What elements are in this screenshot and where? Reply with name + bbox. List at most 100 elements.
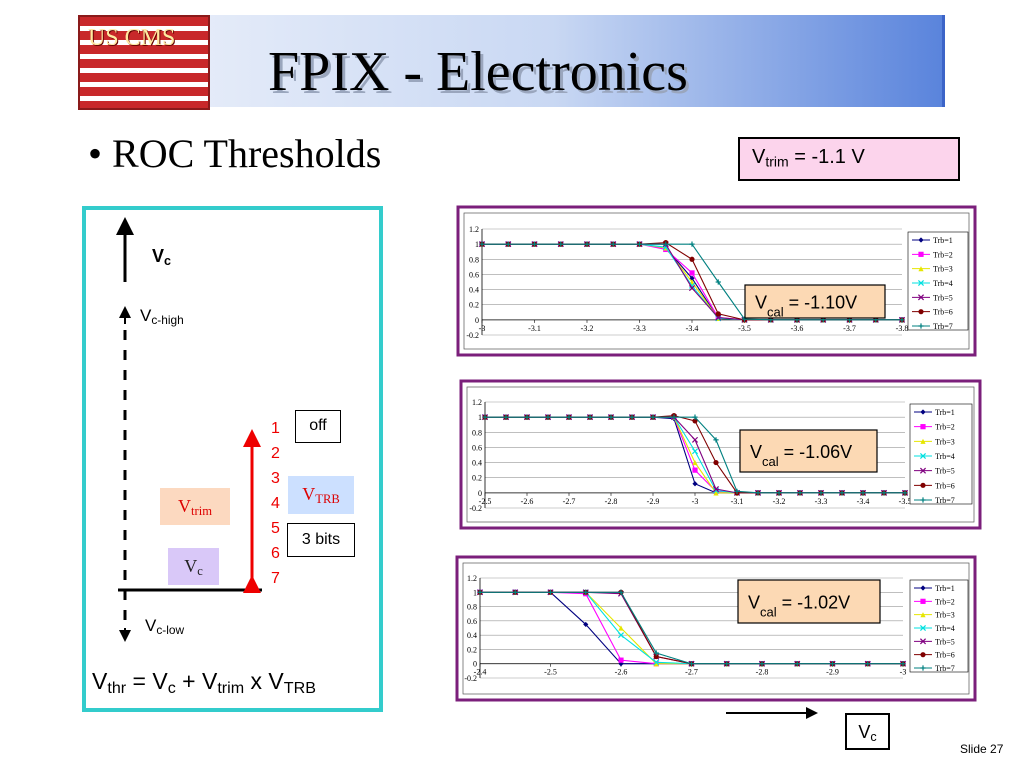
marker bbox=[734, 488, 740, 494]
marker bbox=[688, 282, 696, 289]
t: c-low bbox=[156, 622, 185, 637]
legend-label: Trb=3 bbox=[935, 611, 955, 620]
num: 5 bbox=[271, 520, 280, 537]
marker bbox=[545, 414, 551, 420]
y-tick-label: 1 bbox=[473, 588, 477, 597]
marker bbox=[610, 241, 616, 247]
annotation-sub: cal bbox=[767, 304, 784, 319]
marker bbox=[689, 241, 695, 247]
vc-axis-box: Vc bbox=[845, 713, 890, 750]
x-tick-label: -3.5 bbox=[738, 324, 751, 333]
legend-label: Trb=2 bbox=[935, 597, 955, 606]
x-tick-label: -2.8 bbox=[756, 668, 769, 677]
legend-label: Trb=6 bbox=[935, 651, 955, 660]
y-tick-label: 0.2 bbox=[469, 301, 479, 310]
vtrim-sub: trim bbox=[765, 153, 789, 170]
annotation-rest: = -1.02V bbox=[777, 593, 851, 613]
vtrim-label: Vtrim bbox=[160, 488, 230, 525]
annotation: Vcal = -1.02V bbox=[748, 593, 850, 620]
marker bbox=[755, 490, 761, 496]
t: V bbox=[858, 722, 871, 742]
slide-label: Slide bbox=[960, 742, 987, 756]
marker bbox=[920, 585, 926, 591]
num: 2 bbox=[271, 445, 280, 462]
t: TRB bbox=[283, 679, 316, 698]
off-box: off bbox=[295, 410, 341, 443]
marker bbox=[671, 414, 677, 420]
t: = V bbox=[126, 668, 168, 694]
marker bbox=[688, 661, 695, 667]
annotation-rest: = -1.10V bbox=[784, 293, 858, 313]
marker bbox=[636, 241, 643, 247]
legend-label: Trb=2 bbox=[933, 250, 953, 259]
y-tick-label: 0.6 bbox=[472, 443, 482, 452]
annotation-base: V bbox=[750, 442, 762, 462]
legend-label: Trb=2 bbox=[935, 423, 955, 432]
num: 3 bbox=[271, 470, 280, 487]
legend-label: Trb=6 bbox=[933, 308, 953, 317]
vc-top: Vc bbox=[152, 246, 171, 268]
marker bbox=[920, 409, 926, 415]
marker bbox=[797, 490, 803, 496]
x-tick-label: -3 bbox=[900, 668, 907, 677]
marker bbox=[715, 314, 722, 321]
marker bbox=[689, 256, 695, 262]
y-tick-label: 1 bbox=[478, 413, 482, 422]
t: V bbox=[145, 616, 157, 635]
vtrim-box: Vtrim = -1.1 V bbox=[738, 137, 960, 181]
marker bbox=[692, 481, 698, 487]
bits-box: 3 bits bbox=[287, 523, 355, 557]
legend-label: Trb=4 bbox=[933, 279, 953, 288]
marker bbox=[650, 414, 656, 420]
diagram-box bbox=[82, 206, 383, 712]
t: c bbox=[197, 564, 203, 579]
y-tick-label: 0.8 bbox=[467, 603, 477, 612]
marker bbox=[920, 598, 926, 604]
marker bbox=[629, 414, 635, 420]
legend-label: Trb=5 bbox=[935, 637, 955, 646]
marker bbox=[920, 438, 926, 444]
marker bbox=[692, 414, 698, 420]
x-tick-label: -2.6 bbox=[521, 497, 534, 506]
marker bbox=[663, 241, 669, 247]
vc-low: Vc-low bbox=[145, 616, 184, 637]
marker bbox=[653, 650, 659, 656]
t: trim bbox=[217, 679, 245, 698]
marker bbox=[566, 414, 572, 420]
vc-label: Vc bbox=[168, 548, 219, 585]
annotation: Vcal = -1.10V bbox=[755, 293, 857, 320]
y-tick-label: 0 bbox=[478, 489, 482, 498]
x-tick-label: -3 bbox=[692, 497, 699, 506]
y-tick-label: 0.4 bbox=[472, 459, 482, 468]
annotation-box bbox=[744, 284, 886, 319]
y-tick-label: 0.8 bbox=[469, 255, 479, 264]
logo: US CMS bbox=[78, 15, 210, 110]
marker bbox=[712, 486, 720, 493]
x-tick-label: -2.9 bbox=[647, 497, 660, 506]
x-tick-label: -3.6 bbox=[791, 324, 804, 333]
x-tick-label: -3.4 bbox=[686, 324, 699, 333]
marker bbox=[653, 659, 660, 666]
marker bbox=[618, 625, 624, 631]
y-tick-label: 1.2 bbox=[469, 225, 479, 234]
marker bbox=[713, 437, 719, 443]
marker bbox=[558, 241, 564, 247]
marker bbox=[653, 661, 659, 667]
marker bbox=[920, 482, 926, 488]
num: 4 bbox=[271, 495, 280, 512]
marker bbox=[531, 241, 538, 247]
x-tick-label: -2.6 bbox=[615, 668, 628, 677]
x-tick-label: -3.7 bbox=[843, 324, 856, 333]
x-tick-label: -3.1 bbox=[731, 497, 744, 506]
y-tick-label: 0 bbox=[475, 316, 479, 325]
marker bbox=[920, 612, 926, 618]
footer: Slide 27 bbox=[960, 742, 1003, 756]
marker bbox=[917, 294, 925, 301]
marker bbox=[839, 490, 845, 496]
annotation-box bbox=[739, 429, 878, 473]
marker bbox=[691, 436, 699, 443]
y-tick-label: 0.2 bbox=[467, 645, 477, 654]
y-tick-label: 0.4 bbox=[467, 631, 477, 640]
